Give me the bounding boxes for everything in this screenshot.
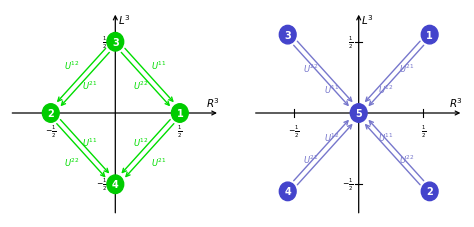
Circle shape [421, 182, 438, 201]
Text: $-\frac{1}{2}$: $-\frac{1}{2}$ [96, 176, 108, 192]
Text: 1: 1 [426, 30, 433, 40]
Text: 1: 1 [176, 109, 183, 118]
Text: $U^{11}$: $U^{11}$ [82, 136, 97, 148]
Text: $U^{22}$: $U^{22}$ [303, 62, 319, 74]
Text: 2: 2 [47, 109, 54, 118]
Text: $L^3$: $L^3$ [361, 13, 374, 27]
Text: $U^{11}$: $U^{11}$ [324, 83, 339, 96]
Text: 4: 4 [112, 180, 118, 189]
Text: 5: 5 [356, 109, 362, 118]
Circle shape [172, 104, 188, 123]
Text: 3: 3 [284, 30, 291, 40]
Text: $-\frac{1}{2}$: $-\frac{1}{2}$ [342, 176, 354, 192]
Text: $\frac{1}{2}$: $\frac{1}{2}$ [102, 35, 108, 51]
Text: $R^3$: $R^3$ [449, 96, 463, 109]
Text: $U^{21}$: $U^{21}$ [303, 153, 319, 165]
Text: $\frac{1}{2}$: $\frac{1}{2}$ [177, 123, 182, 140]
Text: $U^{21}$: $U^{21}$ [82, 79, 97, 91]
Text: $U^{11}$: $U^{11}$ [151, 59, 167, 72]
Text: 4: 4 [284, 187, 291, 197]
Circle shape [42, 104, 59, 123]
Circle shape [279, 182, 296, 201]
Text: $U^{21}$: $U^{21}$ [399, 62, 414, 74]
Text: $U^{22}$: $U^{22}$ [133, 79, 149, 91]
Text: $R^3$: $R^3$ [206, 96, 220, 109]
Text: $-\frac{1}{2}$: $-\frac{1}{2}$ [288, 123, 300, 140]
Text: $L^3$: $L^3$ [118, 13, 130, 27]
Text: 2: 2 [426, 187, 433, 197]
Circle shape [421, 26, 438, 45]
Text: $\frac{1}{2}$: $\frac{1}{2}$ [348, 35, 354, 51]
Circle shape [350, 104, 367, 123]
Text: $U^{12}$: $U^{12}$ [133, 136, 149, 148]
Text: $-\frac{1}{2}$: $-\frac{1}{2}$ [45, 123, 57, 140]
Circle shape [279, 26, 296, 45]
Text: $U^{12}$: $U^{12}$ [378, 83, 393, 96]
Text: $U^{12}$: $U^{12}$ [64, 59, 79, 72]
Text: $U^{22}$: $U^{22}$ [64, 155, 79, 168]
Text: $U^{11}$: $U^{11}$ [378, 131, 393, 144]
Circle shape [107, 33, 124, 52]
Text: $U^{12}$: $U^{12}$ [324, 131, 339, 144]
Text: $U^{21}$: $U^{21}$ [151, 155, 167, 168]
Text: $U^{22}$: $U^{22}$ [399, 153, 414, 165]
Text: $\frac{1}{2}$: $\frac{1}{2}$ [420, 123, 426, 140]
Text: 3: 3 [112, 38, 118, 47]
Circle shape [107, 175, 124, 194]
